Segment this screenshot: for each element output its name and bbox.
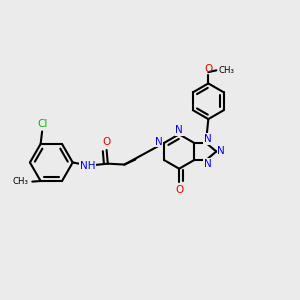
Text: Cl: Cl (38, 119, 48, 129)
Text: CH₃: CH₃ (13, 177, 29, 186)
Text: NH: NH (80, 161, 95, 171)
Text: N: N (175, 125, 183, 135)
Text: N: N (204, 134, 211, 144)
Text: O: O (175, 185, 183, 195)
Text: CH₃: CH₃ (218, 66, 234, 75)
Text: N: N (155, 137, 163, 147)
Text: N: N (217, 146, 225, 157)
Text: O: O (204, 64, 212, 74)
Text: O: O (103, 137, 111, 147)
Text: N: N (204, 159, 211, 169)
